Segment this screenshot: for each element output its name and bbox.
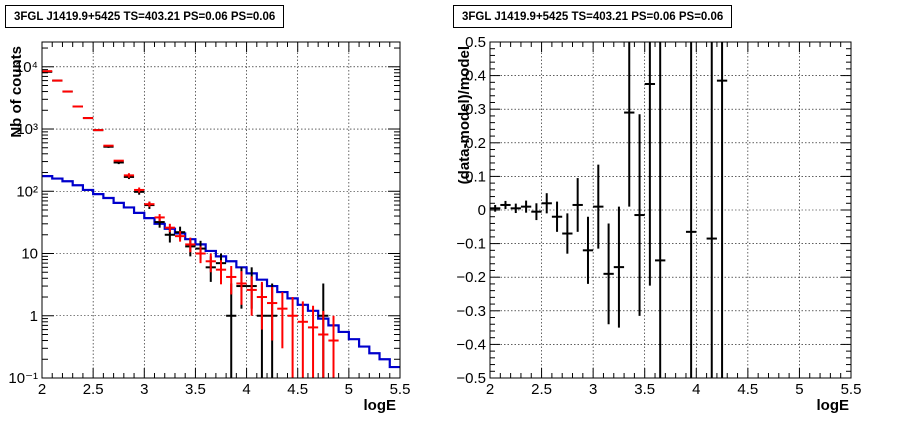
x-tick-label-left: 2 <box>38 381 46 398</box>
y-tick-label-left: 10⁴ <box>15 59 38 76</box>
chart-title-left: 3FGL J1419.9+5425 TS=403.21 PS=0.06 PS=0… <box>5 5 285 28</box>
x-tick-label-right: 3.5 <box>634 381 655 398</box>
y-tick-label-right: 0.1 <box>465 168 486 185</box>
x-axis-label-left: logE <box>364 397 397 414</box>
x-tick-label-left: 5 <box>345 381 353 398</box>
x-tick-label-right: 2 <box>486 381 494 398</box>
x-tick-label-right: 5 <box>795 381 803 398</box>
y-tick-label-right: 0 <box>478 202 486 219</box>
plot-frame-right <box>489 41 852 379</box>
y-tick-label-left: 1 <box>30 308 38 325</box>
y-axis-label-left: Nb of counts <box>8 46 25 138</box>
y-tick-label-left: 10³ <box>16 121 38 138</box>
y-tick-label-right: −0.4 <box>456 336 486 353</box>
x-tick-label-right: 3 <box>589 381 597 398</box>
y-tick-label-right: −0.3 <box>456 303 486 320</box>
x-tick-label-right: 2.5 <box>531 381 552 398</box>
x-tick-label-left: 5.5 <box>390 381 411 398</box>
y-tick-label-right: −0.2 <box>456 269 486 286</box>
x-tick-label-right: 4.5 <box>737 381 758 398</box>
plot-frame-left <box>41 41 401 379</box>
y-tick-label-left: 10⁻¹ <box>8 370 38 387</box>
x-axis-label-right: logE <box>817 397 850 414</box>
y-tick-label-right: 0.2 <box>465 135 486 152</box>
x-tick-label-left: 2.5 <box>83 381 104 398</box>
x-tick-label-right: 4 <box>692 381 700 398</box>
y-tick-label-right: −0.1 <box>456 236 486 253</box>
y-tick-label-right: 0.3 <box>465 101 486 118</box>
x-tick-label-left: 4.5 <box>287 381 308 398</box>
x-tick-label-left: 3.5 <box>185 381 206 398</box>
x-tick-label-right: 5.5 <box>841 381 862 398</box>
x-tick-label-left: 3 <box>140 381 148 398</box>
y-tick-label-right: 0.5 <box>465 34 486 51</box>
y-axis-label-right: (data-model)/model <box>456 46 473 184</box>
chart-title-right: 3FGL J1419.9+5425 TS=403.21 PS=0.06 PS=0… <box>453 5 733 28</box>
y-tick-label-right: 0.4 <box>465 68 486 85</box>
y-tick-label-left: 10 <box>21 246 38 263</box>
x-tick-label-left: 4 <box>242 381 250 398</box>
y-tick-label-right: −0.5 <box>456 370 486 387</box>
y-tick-label-left: 10² <box>16 183 38 200</box>
